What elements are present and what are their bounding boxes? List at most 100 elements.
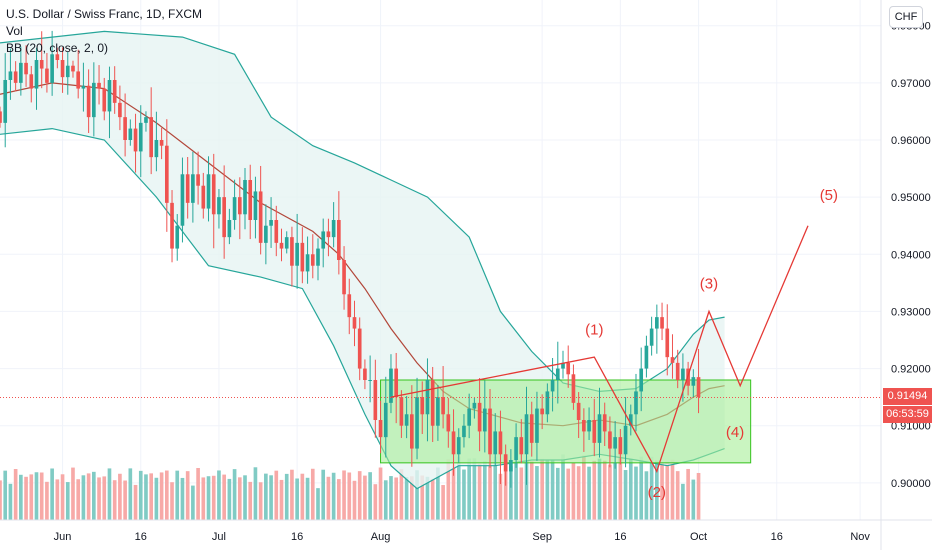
volume-bar <box>608 464 612 520</box>
candle-body <box>592 420 597 443</box>
volume-bar <box>451 464 456 520</box>
candle-body <box>300 242 305 272</box>
volume-bar <box>60 474 65 520</box>
candle-body <box>451 431 456 455</box>
candle-body <box>571 374 576 403</box>
volume-bar <box>681 483 685 520</box>
y-tick-label: 0.97000 <box>891 78 931 90</box>
x-tick-label: Aug <box>371 531 391 543</box>
x-tick-label: Jun <box>54 531 72 543</box>
candle-body <box>404 414 409 426</box>
candle-body <box>514 437 518 460</box>
volume-bar <box>300 473 305 520</box>
volume-bar <box>8 483 13 520</box>
candle-body <box>509 460 513 472</box>
candle-body <box>164 145 169 203</box>
candle-body <box>493 431 498 455</box>
legend-bb: BB (20, close, 2, 0) <box>6 41 109 55</box>
candle-body <box>462 425 466 438</box>
volume-bar <box>555 467 560 520</box>
candle-body <box>191 174 195 203</box>
wave-label: (2) <box>648 484 666 501</box>
candle-body <box>519 437 524 455</box>
volume-bar <box>430 478 435 520</box>
volume-bar <box>316 488 320 520</box>
volume-bar <box>201 477 206 520</box>
volume-bar <box>436 467 440 520</box>
wave-label: (3) <box>700 276 718 293</box>
volume-bar <box>691 479 696 520</box>
volume-bar <box>441 485 445 520</box>
candle-body <box>488 408 492 455</box>
volume-bar <box>81 475 86 520</box>
candle-body <box>19 62 23 83</box>
volume-bar <box>19 474 23 520</box>
volume-bar <box>76 479 81 520</box>
volume-bar <box>618 455 623 520</box>
volume-bar <box>628 458 633 520</box>
candle-body <box>123 117 127 140</box>
candle-body <box>378 420 383 438</box>
candle-body <box>92 82 96 118</box>
volume-bar <box>509 466 513 520</box>
candle-body <box>128 128 133 140</box>
volume-bar <box>65 482 70 520</box>
volume-bar <box>206 476 211 520</box>
volume-bar <box>587 466 591 520</box>
candle-body <box>337 220 341 260</box>
x-tick-label: Oct <box>690 531 707 543</box>
candle-body <box>39 60 44 69</box>
candle-body <box>253 191 258 220</box>
candles <box>0 30 701 488</box>
candle-body <box>211 174 216 215</box>
volume-bar <box>175 470 180 520</box>
x-tick-label: Nov <box>850 531 870 543</box>
volume-bar <box>217 470 221 520</box>
candle-body <box>456 437 461 455</box>
legend-symbol: U.S. Dollar / Swiss Franc, 1D, FXCM <box>6 7 203 21</box>
candle-body <box>415 397 419 449</box>
candle-body <box>639 368 644 392</box>
volume-bar <box>415 470 419 520</box>
x-tick-label: 16 <box>771 531 783 543</box>
candle-body <box>477 402 482 432</box>
volume-bar <box>170 482 174 520</box>
candle-body <box>175 225 180 249</box>
volume-bar <box>264 473 268 520</box>
candle-body <box>529 414 534 443</box>
candle-body <box>222 197 226 238</box>
volume-bar <box>576 466 581 520</box>
volume-bar <box>352 480 357 520</box>
volume-bar <box>13 469 18 520</box>
currency-button[interactable]: CHF <box>889 6 923 28</box>
volume-bar <box>446 459 451 520</box>
candle-body <box>368 380 372 381</box>
candle-body <box>498 431 503 455</box>
candle-body <box>665 328 670 358</box>
volume-bar <box>50 468 54 520</box>
volume-bar <box>472 458 477 520</box>
candle-body <box>274 220 279 243</box>
candle-body <box>587 420 591 432</box>
candle-body <box>352 317 357 329</box>
volume-bar <box>128 468 133 520</box>
x-tick-label: 16 <box>135 531 147 543</box>
y-tick-label: 0.95000 <box>891 192 931 204</box>
candle-body <box>55 54 60 60</box>
volume-bar <box>420 475 425 520</box>
volume-bar <box>613 462 617 520</box>
volume-bar <box>524 455 529 520</box>
candle-body <box>269 220 273 226</box>
countdown-tag: 06:53:59 <box>883 406 932 424</box>
volume-bar <box>154 477 159 520</box>
volume-bar <box>290 469 294 520</box>
candle-body <box>3 80 8 123</box>
volume-bar <box>399 469 404 520</box>
candle-body <box>670 357 675 363</box>
volume-bar <box>488 462 492 520</box>
volume-bar <box>477 463 482 520</box>
candle-body <box>258 191 263 243</box>
volume-bar <box>394 477 399 520</box>
volume-bar <box>368 472 372 520</box>
